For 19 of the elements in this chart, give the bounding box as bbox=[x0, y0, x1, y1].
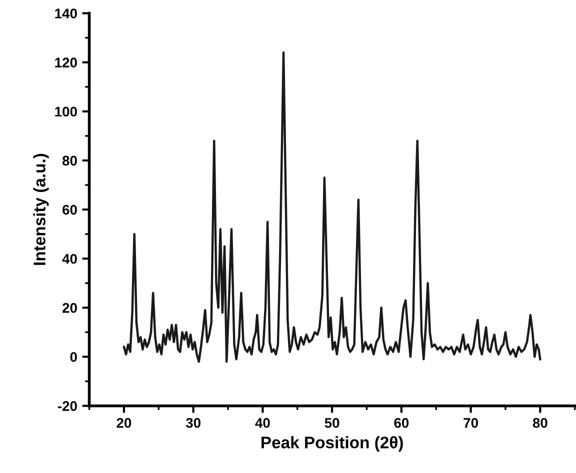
x-tick-label: 80 bbox=[532, 418, 548, 428]
y-tick-label: 60 bbox=[62, 204, 77, 215]
y-tick-label: 120 bbox=[55, 58, 77, 68]
x-axis-title: Peak Position (2θ) bbox=[262, 436, 403, 452]
x-tick-label: 50 bbox=[324, 418, 340, 428]
y-tick-label: 100 bbox=[55, 106, 77, 117]
x-tick-label: 30 bbox=[186, 418, 200, 428]
line-series bbox=[122, 51, 542, 363]
x-tick-label: 60 bbox=[394, 418, 409, 428]
y-tick-label: 40 bbox=[62, 254, 77, 264]
y-tick-label: -20 bbox=[58, 401, 77, 412]
y-tick-label: 0 bbox=[70, 352, 77, 362]
x-tick-label: 40 bbox=[255, 418, 270, 428]
y-axis-title: Intensity (a.u.) bbox=[33, 154, 49, 265]
y-tick-label: 140 bbox=[55, 8, 77, 18]
x-tick-label: 20 bbox=[116, 418, 132, 428]
x-tick-label: 70 bbox=[464, 418, 478, 428]
y-tick-label: 20 bbox=[62, 303, 77, 313]
y-tick-label: 80 bbox=[62, 156, 77, 166]
